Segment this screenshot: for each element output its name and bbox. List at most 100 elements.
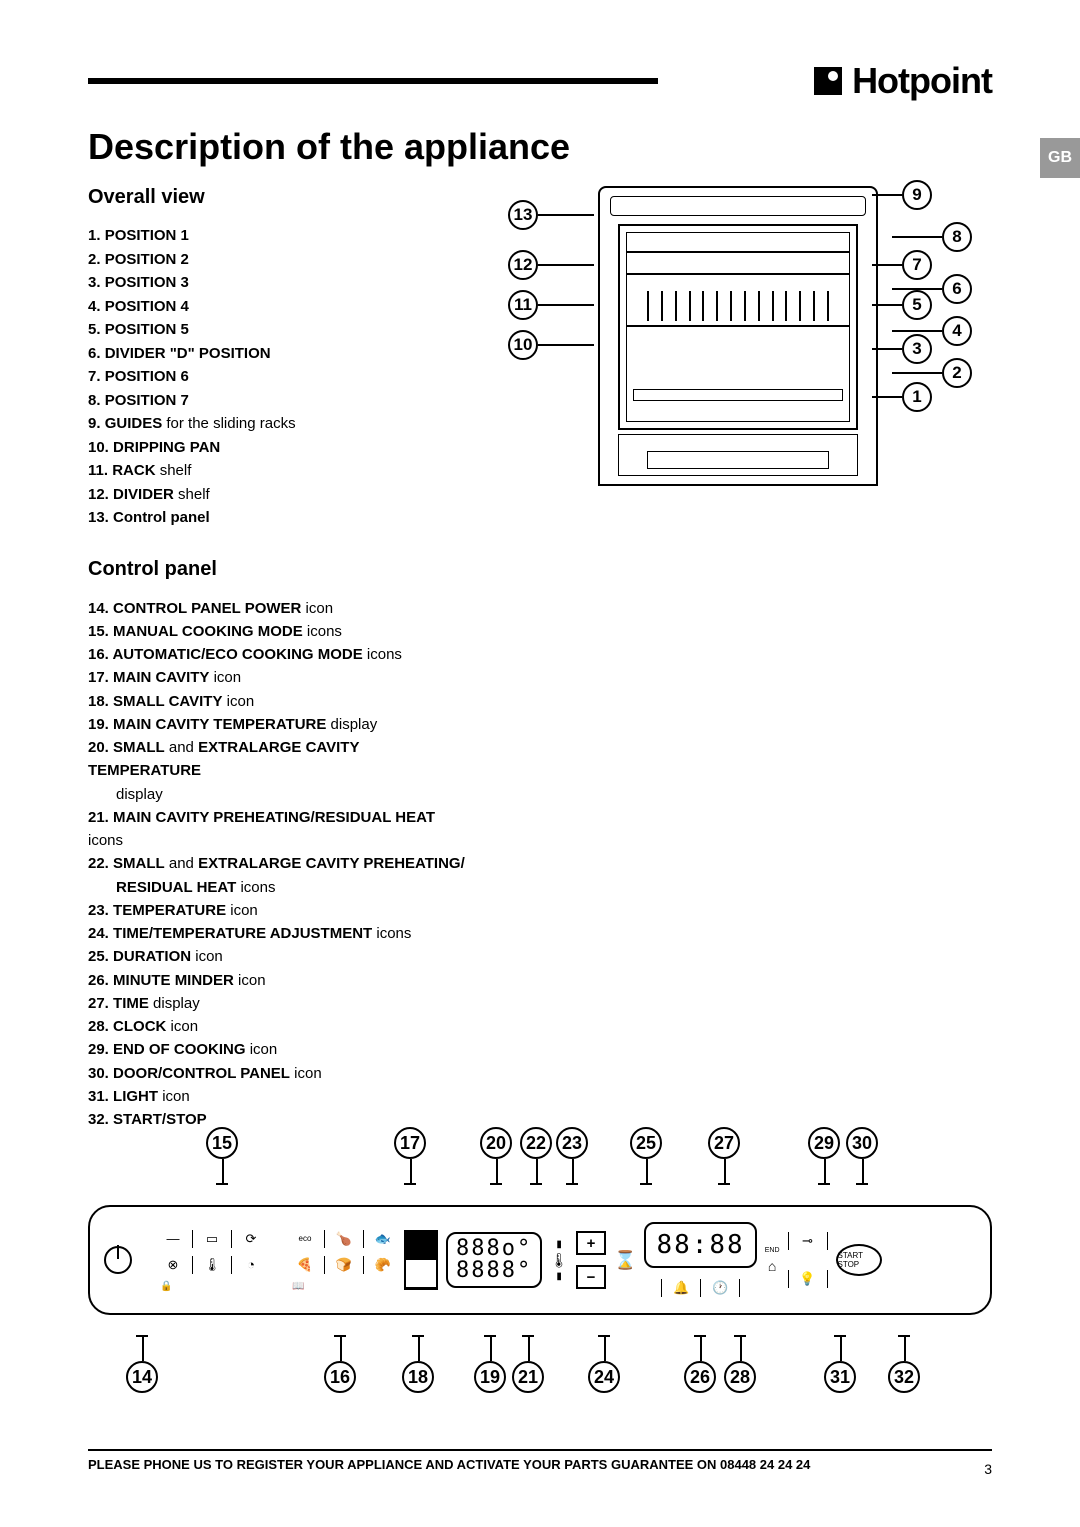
language-tab: GB: [1040, 138, 1080, 178]
control-panel-item: 21. MAIN CAVITY PREHEATING/RESIDUAL HEAT…: [88, 806, 468, 853]
right-column: 13121110987654321: [498, 186, 992, 1131]
control-panel-item: 30. DOOR/CONTROL PANEL icon: [88, 1062, 468, 1085]
cp-callout: 14: [126, 1361, 158, 1393]
overview-list: 1. POSITION 12. POSITION 23. POSITION 34…: [88, 225, 468, 530]
power-icon: [104, 1246, 132, 1274]
lock-icon: 🔒: [160, 1281, 172, 1292]
control-panel-diagram: 151720222325272930 — ▭ ⟳ ⊗ 🌡 ◔ 🔒: [88, 1127, 992, 1407]
cp-callout: 25: [630, 1127, 662, 1159]
cp-callout: 19: [474, 1361, 506, 1393]
page-title: Description of the appliance: [88, 126, 992, 168]
cp-callout: 27: [708, 1127, 740, 1159]
control-panel-heading: Control panel: [88, 558, 468, 581]
control-panel-item: 24. TIME/TEMPERATURE ADJUSTMENT icons: [88, 922, 468, 945]
control-panel-box: — ▭ ⟳ ⊗ 🌡 ◔ 🔒 eco 🍗 🐟 �: [88, 1205, 992, 1315]
control-panel-item: 26. MINUTE MINDER icon: [88, 969, 468, 992]
overview-item: 10. DRIPPING PAN: [88, 437, 468, 460]
oven-door: [618, 434, 858, 476]
control-panel-item: 15. MANUAL COOKING MODE icons: [88, 620, 468, 643]
auto-mode-segment: eco 🍗 🐟 🍕 🍞 🥐 📖: [292, 1217, 396, 1303]
overview-item: 6. DIVIDER "D" POSITION: [88, 343, 468, 366]
rack-line: [627, 273, 849, 275]
control-panel-item: 23. TEMPERATURE icon: [88, 899, 468, 922]
cavity-segment: [404, 1217, 438, 1303]
cp-callout: 22: [520, 1127, 552, 1159]
temp-bot: 8888°: [456, 1260, 532, 1282]
mode-icon: ▭: [199, 1229, 225, 1249]
cp-callouts-top: 151720222325272930: [88, 1127, 992, 1177]
mode-icon: ◔: [238, 1255, 264, 1275]
time-display: 88:88: [644, 1222, 756, 1268]
thermometer-icon: 🌡: [550, 1252, 568, 1269]
control-panel-item-cont: RESIDUAL HEAT icons: [88, 876, 468, 899]
oven-body: [598, 186, 878, 486]
overview-item: 2. POSITION 2: [88, 249, 468, 272]
overview-item: 4. POSITION 4: [88, 296, 468, 319]
oven-callout: 13: [508, 200, 594, 230]
start-stop-segment: START STOP: [836, 1217, 882, 1303]
mode-icon: 🍞: [331, 1255, 357, 1275]
footer: PLEASE PHONE US TO REGISTER YOUR APPLIAN…: [88, 1449, 992, 1477]
overview-item: 9. GUIDES for the sliding racks: [88, 413, 468, 436]
light-icon: 💡: [795, 1269, 821, 1289]
mode-icon: 🐟: [370, 1229, 396, 1249]
grill-bars: [647, 291, 829, 321]
rack-line: [627, 325, 849, 327]
overview-item: 5. POSITION 5: [88, 319, 468, 342]
control-panel-item: 27. TIME display: [88, 992, 468, 1015]
oven-callout: 8: [892, 222, 972, 252]
cp-callout: 30: [846, 1127, 878, 1159]
overview-item: 12. DIVIDER shelf: [88, 484, 468, 507]
cp-callout: 31: [824, 1361, 856, 1393]
oven-callout: 1: [872, 382, 932, 412]
control-panel-item: 29. END OF COOKING icon: [88, 1038, 468, 1061]
overview-item: 1. POSITION 1: [88, 225, 468, 248]
hourglass-icon: ⌛: [614, 1250, 636, 1271]
cp-callout: 15: [206, 1127, 238, 1159]
cp-callout: 23: [556, 1127, 588, 1159]
cp-callout: 29: [808, 1127, 840, 1159]
cp-callout: 21: [512, 1361, 544, 1393]
eco-icon: eco: [292, 1229, 318, 1249]
clock-icon: 🕐: [707, 1278, 733, 1298]
preheat-icon: ▮: [556, 1239, 562, 1250]
brand: Hotpoint: [814, 60, 992, 102]
mode-icon: 🌡: [199, 1255, 225, 1275]
cp-callout: 28: [724, 1361, 756, 1393]
control-panel-item: 25. DURATION icon: [88, 945, 468, 968]
temp-top: 888o°: [456, 1238, 532, 1260]
temp-display-segment: 888o° 8888°: [446, 1217, 542, 1303]
oven-diagram: 13121110987654321: [508, 186, 948, 506]
oven-control-strip: [610, 196, 866, 216]
oven-callout: 11: [508, 290, 594, 320]
overview-heading: Overall view: [88, 186, 468, 209]
overview-item: 8. POSITION 7: [88, 390, 468, 413]
oven-callout: 9: [872, 180, 932, 210]
mode-icon: —: [160, 1229, 186, 1249]
end-icon: ⌂: [768, 1258, 776, 1274]
cp-callout: 16: [324, 1361, 356, 1393]
oven-cavity: [618, 224, 858, 430]
control-panel-item: 31. LIGHT icon: [88, 1085, 468, 1108]
overview-item: 11. RACK shelf: [88, 460, 468, 483]
brand-text: Hotpoint: [852, 60, 992, 102]
cp-callouts-bottom: 14161819212426283132: [88, 1343, 992, 1393]
cp-callout: 18: [402, 1361, 434, 1393]
mode-icon: 🍕: [292, 1255, 318, 1275]
control-panel-item: 14. CONTROL PANEL POWER icon: [88, 597, 468, 620]
control-panel-item-cont: display: [88, 783, 468, 806]
control-panel-item: 22. SMALL and EXTRALARGE CAVITY PREHEATI…: [88, 852, 468, 875]
overview-item: 7. POSITION 6: [88, 366, 468, 389]
cavity-icon: [404, 1230, 438, 1290]
control-panel-item: 16. AUTOMATIC/ECO COOKING MODE icons: [88, 643, 468, 666]
oven-callout: 12: [508, 250, 594, 280]
cp-callout: 32: [888, 1361, 920, 1393]
overview-item: 13. Control panel: [88, 507, 468, 530]
footer-text: PLEASE PHONE US TO REGISTER YOUR APPLIAN…: [88, 1457, 810, 1472]
manual-mode-segment: — ▭ ⟳ ⊗ 🌡 ◔ 🔒: [160, 1217, 264, 1303]
preheat-segment: ▮ 🌡 ▮: [550, 1217, 568, 1303]
overview-item: 3. POSITION 3: [88, 272, 468, 295]
control-panel-item: 19. MAIN CAVITY TEMPERATURE display: [88, 713, 468, 736]
control-panel-item: 28. CLOCK icon: [88, 1015, 468, 1038]
control-panel-section: Control panel 14. CONTROL PANEL POWER ic…: [88, 558, 468, 1132]
